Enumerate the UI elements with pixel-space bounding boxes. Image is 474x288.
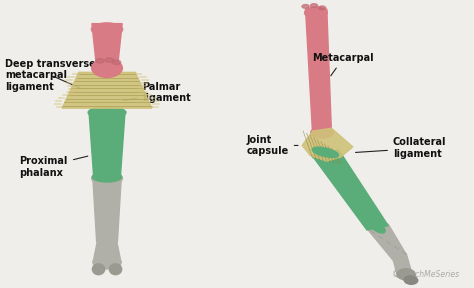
Text: Palmar
ligament: Palmar ligament (124, 82, 191, 103)
Ellipse shape (404, 276, 418, 284)
Ellipse shape (91, 59, 122, 77)
Ellipse shape (397, 269, 415, 280)
Text: Collateral
ligament: Collateral ligament (356, 137, 447, 159)
Ellipse shape (302, 5, 309, 8)
Ellipse shape (88, 107, 126, 118)
Ellipse shape (109, 264, 122, 275)
Ellipse shape (310, 4, 318, 7)
Polygon shape (393, 253, 412, 277)
Ellipse shape (96, 58, 104, 63)
Text: Proximal
phalanx: Proximal phalanx (19, 156, 88, 178)
Ellipse shape (112, 60, 121, 65)
Polygon shape (306, 9, 331, 134)
Ellipse shape (311, 127, 333, 138)
Polygon shape (92, 24, 122, 68)
Ellipse shape (91, 23, 123, 36)
Ellipse shape (105, 58, 114, 62)
Polygon shape (62, 72, 152, 108)
Ellipse shape (319, 6, 326, 10)
Polygon shape (302, 128, 353, 161)
Ellipse shape (305, 7, 327, 18)
Polygon shape (89, 113, 125, 178)
Text: Metacarpal: Metacarpal (313, 53, 374, 76)
Ellipse shape (370, 221, 385, 233)
Text: Deep transverse
metacarpal
ligament: Deep transverse metacarpal ligament (5, 59, 96, 92)
Polygon shape (312, 150, 388, 230)
Ellipse shape (92, 172, 122, 182)
Ellipse shape (92, 264, 105, 275)
Ellipse shape (91, 172, 122, 185)
Polygon shape (367, 224, 406, 260)
Ellipse shape (312, 147, 338, 158)
Text: Joint
capsule: Joint capsule (246, 134, 298, 156)
Text: © TeachMeSeries: © TeachMeSeries (392, 270, 459, 279)
Polygon shape (93, 178, 121, 241)
Ellipse shape (93, 255, 121, 269)
Polygon shape (94, 240, 120, 259)
